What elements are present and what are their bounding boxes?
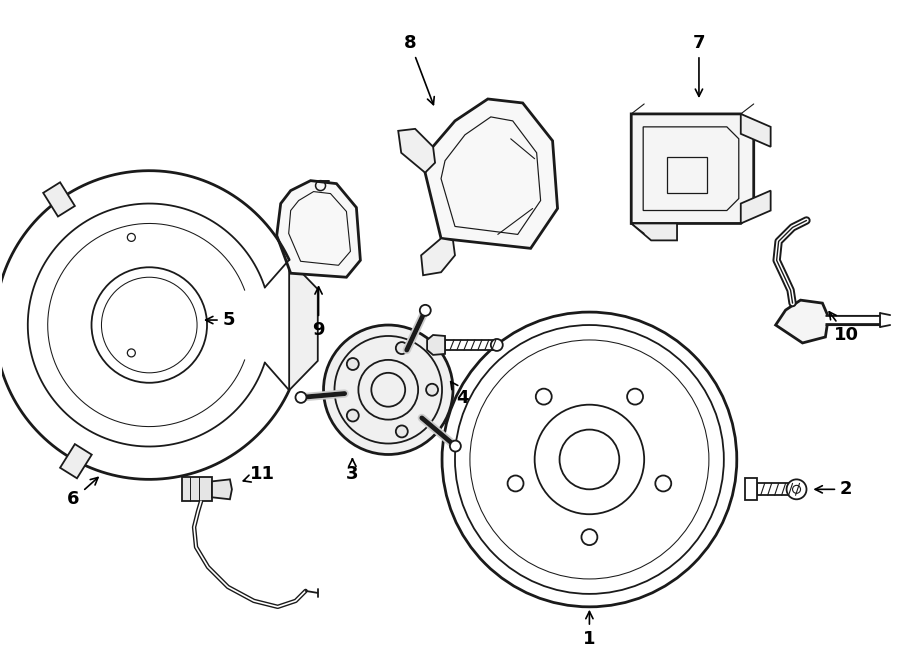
Circle shape xyxy=(491,339,503,351)
Polygon shape xyxy=(631,224,677,240)
Text: 6: 6 xyxy=(68,477,98,508)
Polygon shape xyxy=(421,238,455,275)
Text: 8: 8 xyxy=(404,34,434,105)
Polygon shape xyxy=(631,114,753,224)
Circle shape xyxy=(787,479,806,499)
Polygon shape xyxy=(445,340,497,350)
Circle shape xyxy=(346,358,359,370)
Polygon shape xyxy=(276,181,360,277)
Polygon shape xyxy=(757,483,796,495)
Polygon shape xyxy=(43,182,75,216)
Text: 10: 10 xyxy=(829,312,859,344)
Text: 7: 7 xyxy=(693,34,706,97)
Polygon shape xyxy=(425,99,557,248)
Circle shape xyxy=(92,267,207,383)
Text: 1: 1 xyxy=(583,612,596,647)
Circle shape xyxy=(419,305,431,316)
Text: 2: 2 xyxy=(815,481,852,498)
Circle shape xyxy=(396,426,408,438)
Text: 3: 3 xyxy=(346,459,359,483)
Polygon shape xyxy=(428,335,445,355)
Polygon shape xyxy=(212,479,232,499)
Circle shape xyxy=(396,342,408,354)
Polygon shape xyxy=(0,171,289,479)
Text: 4: 4 xyxy=(451,381,468,406)
Circle shape xyxy=(295,392,306,403)
Text: 5: 5 xyxy=(206,311,235,329)
Circle shape xyxy=(426,384,438,396)
Polygon shape xyxy=(289,260,318,391)
Text: 9: 9 xyxy=(312,287,325,339)
Polygon shape xyxy=(182,477,212,501)
Polygon shape xyxy=(776,300,828,343)
Polygon shape xyxy=(741,191,770,224)
Circle shape xyxy=(346,410,359,422)
Circle shape xyxy=(323,325,453,455)
Polygon shape xyxy=(398,129,435,173)
Circle shape xyxy=(442,312,737,607)
Text: 11: 11 xyxy=(243,465,275,483)
Circle shape xyxy=(450,441,461,451)
Polygon shape xyxy=(60,444,92,479)
Polygon shape xyxy=(745,479,757,500)
Polygon shape xyxy=(741,114,770,147)
